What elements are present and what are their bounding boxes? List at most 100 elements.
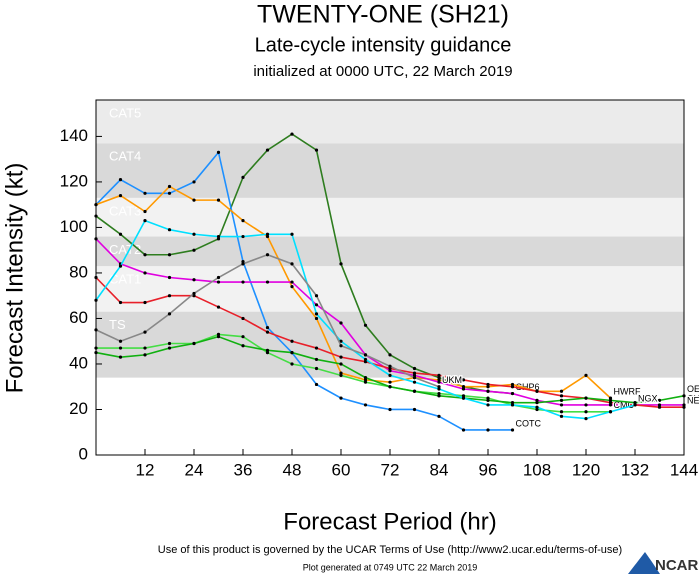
point (167, 346, 172, 350)
point (363, 357, 368, 362)
y-tick-label: 0 (79, 444, 88, 463)
point (535, 405, 539, 409)
series-label: NEMN (687, 396, 699, 406)
init-time: initialized at 0000 UTC, 22 March 2019 (253, 63, 512, 80)
point (486, 403, 490, 407)
x-tick-label: 48 (283, 460, 302, 479)
point (314, 316, 319, 321)
point (486, 385, 490, 389)
point (437, 380, 441, 384)
y-tick-label: 20 (69, 399, 88, 418)
point (363, 360, 368, 364)
point (657, 405, 662, 409)
y-tick-label: 80 (69, 262, 88, 281)
point (314, 382, 319, 387)
series-label: COTC (516, 418, 542, 428)
point (559, 398, 564, 402)
point (388, 373, 392, 377)
point (339, 362, 343, 366)
point (486, 396, 490, 400)
point (118, 178, 123, 182)
point (192, 341, 196, 346)
terms: Use of this product is governed by the U… (158, 544, 622, 556)
point (314, 148, 319, 152)
point (437, 414, 441, 418)
point (94, 346, 98, 350)
point (412, 376, 417, 380)
point (657, 398, 662, 402)
point (412, 380, 417, 384)
point (314, 303, 319, 307)
point (265, 325, 270, 330)
point (94, 298, 98, 302)
point (265, 234, 270, 239)
series-label: NGX (638, 393, 658, 403)
point (535, 389, 539, 393)
point (559, 403, 564, 407)
point (388, 385, 392, 389)
y-tick-label: 100 (60, 217, 88, 236)
band-label: TS (109, 317, 126, 332)
series-line (95, 133, 513, 395)
y-tick-label: 40 (69, 353, 88, 372)
point (241, 219, 245, 223)
x-tick-label: 96 (479, 460, 498, 479)
point (192, 180, 196, 184)
series-line (96, 333, 611, 413)
series-label: HWRF (614, 386, 641, 396)
point (535, 398, 539, 402)
point (682, 394, 686, 398)
point (241, 316, 245, 321)
intensity-band (96, 100, 684, 144)
band-label: CAT5 (109, 105, 141, 120)
x-tick-label: 108 (523, 460, 551, 479)
point (339, 262, 343, 266)
point (192, 198, 196, 202)
point (216, 335, 221, 339)
point (339, 371, 343, 375)
point (608, 403, 613, 407)
point (94, 203, 98, 207)
point (437, 385, 441, 389)
point (388, 364, 392, 368)
point (339, 373, 343, 377)
point (167, 253, 172, 257)
point (143, 271, 147, 275)
point (192, 278, 196, 282)
point (265, 348, 270, 352)
x-tick-label: 12 (136, 460, 155, 479)
point (510, 403, 515, 407)
band-label: CAT4 (109, 149, 141, 164)
point (461, 394, 466, 398)
point (216, 275, 221, 280)
point (437, 391, 441, 396)
point (143, 346, 147, 350)
point (412, 366, 417, 371)
band-label: CAT1 (109, 272, 141, 287)
intensity-band (96, 266, 684, 312)
point (657, 403, 662, 407)
point (216, 237, 221, 241)
point (265, 350, 270, 355)
point (412, 389, 417, 393)
point (118, 264, 123, 268)
point (94, 237, 98, 241)
point (216, 234, 221, 239)
x-axis-label: Forecast Period (hr) (283, 508, 496, 535)
point (290, 280, 294, 284)
point (241, 344, 245, 348)
point (143, 353, 147, 357)
point (559, 410, 564, 414)
logo: NCAR (655, 557, 698, 574)
point (535, 401, 539, 405)
generated: Plot generated at 0749 UTC 22 March 2019 (303, 562, 478, 572)
point (510, 401, 515, 405)
point (584, 416, 588, 421)
point (265, 148, 270, 152)
point (486, 389, 490, 393)
series-label: UKM (442, 375, 462, 385)
point (94, 214, 98, 218)
point (216, 305, 221, 309)
point (388, 366, 392, 371)
series-line (95, 150, 513, 431)
